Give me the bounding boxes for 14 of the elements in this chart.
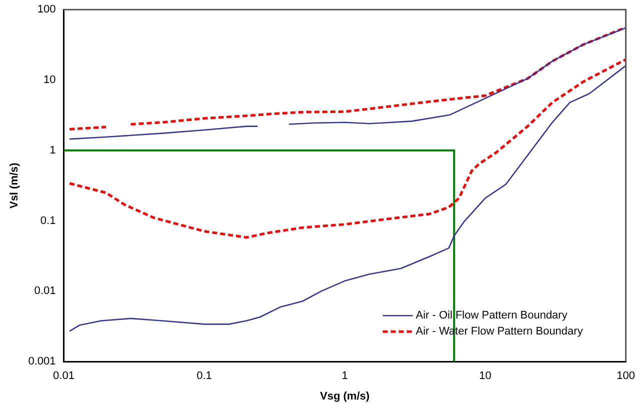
x-tick-label: 0.01 (53, 370, 74, 382)
x-tick-label: 100 (616, 370, 636, 382)
y-tick-label: 0.1 (40, 214, 56, 227)
y-tick-label: 0.01 (34, 285, 56, 298)
y-tick-label: 10 (43, 74, 56, 86)
legend-label: Air - Oil Flow Pattern Boundary (416, 310, 568, 322)
x-tick-label: 1 (342, 370, 348, 382)
y-axis-title: Vsl (m/s) (8, 162, 21, 209)
x-tick-label: 0.1 (196, 370, 212, 382)
y-tick-label: 0.001 (28, 356, 56, 368)
y-tick-label: 1 (50, 144, 56, 156)
x-tick-label: 10 (479, 370, 492, 382)
x-axis-title: Vsg (m/s) (320, 390, 370, 402)
y-tick-label: 100 (37, 4, 56, 16)
